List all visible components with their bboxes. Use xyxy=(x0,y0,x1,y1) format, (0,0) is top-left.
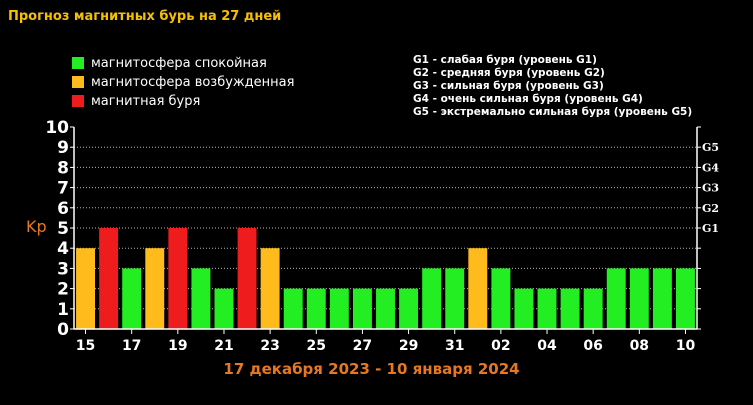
bar-06 xyxy=(583,288,603,329)
y-tick-label-1: 1 xyxy=(57,300,69,320)
right-axis-label-G2: G2 xyxy=(702,202,719,215)
bar-20 xyxy=(191,268,211,329)
legend-swatch-storm xyxy=(72,95,84,107)
bar-05 xyxy=(560,288,580,329)
x-tick-label-23: 23 xyxy=(260,338,279,354)
x-tick-label-29: 29 xyxy=(399,338,418,354)
x-tick-label-27: 27 xyxy=(353,338,372,354)
legend-item-storm: магнитная буря xyxy=(72,92,200,110)
legend-item-active: магнитосфера возбужденная xyxy=(72,73,294,91)
bar-03 xyxy=(514,288,534,329)
bar-19 xyxy=(168,228,188,329)
bar-23 xyxy=(260,248,280,329)
bar-17 xyxy=(122,268,142,329)
y-tick-label-7: 7 xyxy=(57,179,69,199)
legend-item-quiet: магнитосфера спокойная xyxy=(72,54,267,72)
right-axis-label-G1: G1 xyxy=(702,222,719,235)
storm-level-g1: G1 - слабая буря (уровень G1) xyxy=(413,54,597,66)
bar-31 xyxy=(445,268,465,329)
y-axis-title: Kp xyxy=(26,217,47,236)
storm-level-g5: G5 - экстремально сильная буря (уровень … xyxy=(413,106,693,118)
x-tick-label-08: 08 xyxy=(630,338,649,354)
bar-02 xyxy=(491,268,511,329)
x-axis-title: 17 декабря 2023 - 10 января 2024 xyxy=(223,360,520,378)
x-tick-label-15: 15 xyxy=(76,338,95,354)
y-tick-label-10: 10 xyxy=(45,118,69,138)
right-axis-label-G4: G4 xyxy=(702,161,719,174)
y-tick-label-3: 3 xyxy=(57,259,69,279)
legend-label-storm: магнитная буря xyxy=(91,93,201,109)
chart-title: Прогноз магнитных бурь на 27 дней xyxy=(8,9,282,24)
storm-level-g3: G3 - сильная буря (уровень G3) xyxy=(413,80,604,92)
bar-22 xyxy=(237,228,257,329)
x-tick-label-10: 10 xyxy=(676,338,696,354)
bar-18 xyxy=(145,248,165,329)
y-tick-label-9: 9 xyxy=(57,138,69,158)
bar-27 xyxy=(352,288,372,329)
bar-28 xyxy=(376,288,395,329)
storm-level-legend: G1 - слабая буря (уровень G1) G2 - средн… xyxy=(413,54,692,119)
x-tick-label-19: 19 xyxy=(168,338,187,354)
bar-07 xyxy=(606,268,626,329)
x-tick-label-17: 17 xyxy=(122,338,141,354)
right-axis-label-G3: G3 xyxy=(702,182,719,195)
x-tick-label-06: 06 xyxy=(583,338,602,354)
bar-08 xyxy=(629,268,649,329)
bar-01 xyxy=(468,248,488,329)
bar-10 xyxy=(676,268,695,329)
x-tick-label-21: 21 xyxy=(214,338,233,354)
legend-label-quiet: магнитосфера спокойная xyxy=(91,55,267,71)
bar-15 xyxy=(76,248,95,329)
legend-label-active: магнитосфера возбужденная xyxy=(91,74,295,90)
y-tick-label-2: 2 xyxy=(57,280,69,300)
right-axis-label-G5: G5 xyxy=(702,141,719,154)
y-tick-label-0: 0 xyxy=(57,320,69,340)
bar-09 xyxy=(652,268,672,329)
bar-04 xyxy=(537,288,557,329)
storm-level-g4: G4 - очень сильная буря (уровень G4) xyxy=(413,93,643,105)
x-tick-label-31: 31 xyxy=(445,338,464,354)
x-tick-label-25: 25 xyxy=(307,338,326,354)
y-tick-label-5: 5 xyxy=(57,219,69,239)
bar-30 xyxy=(422,268,442,329)
bar-26 xyxy=(329,288,349,329)
legend-swatch-active xyxy=(72,76,84,88)
x-tick-label-02: 02 xyxy=(491,338,510,354)
storm-level-g2: G2 - средняя буря (уровень G2) xyxy=(413,67,605,79)
y-tick-label-8: 8 xyxy=(57,158,69,178)
bar-21 xyxy=(214,288,234,329)
y-tick-label-4: 4 xyxy=(57,239,69,259)
bar-25 xyxy=(306,288,326,329)
bar-24 xyxy=(283,288,303,329)
x-tick-label-04: 04 xyxy=(537,338,557,354)
legend-swatch-quiet xyxy=(72,57,84,69)
bar-16 xyxy=(99,228,119,329)
bar-29 xyxy=(399,288,419,329)
y-tick-label-6: 6 xyxy=(57,199,69,219)
